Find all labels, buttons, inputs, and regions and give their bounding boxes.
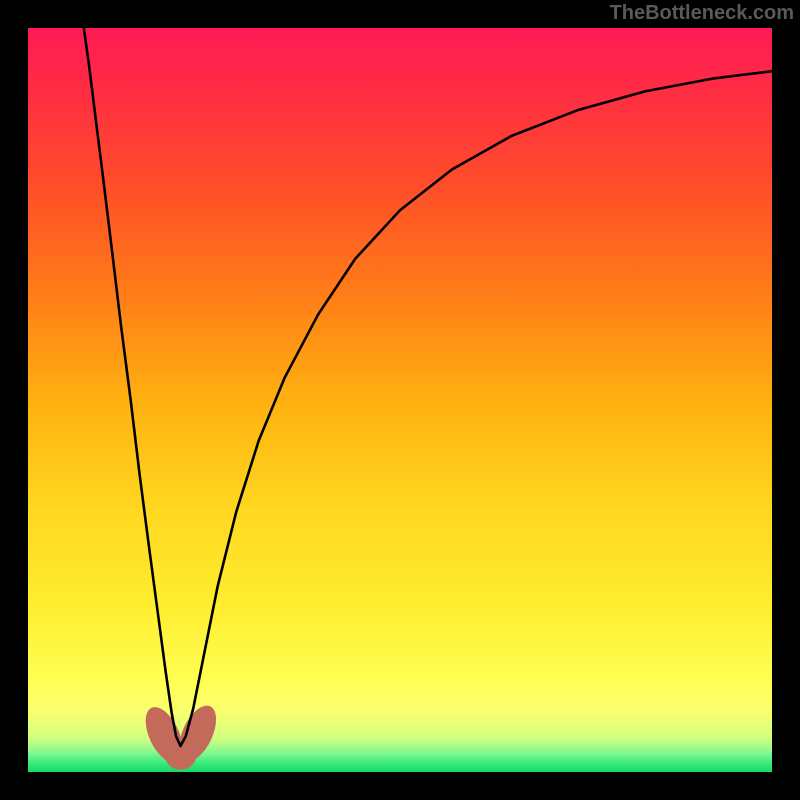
valley-blob	[164, 737, 197, 770]
watermark-text: TheBottleneck.com	[610, 2, 794, 25]
bottleneck-curve-layer	[28, 28, 772, 772]
plot-area	[28, 28, 772, 772]
bottleneck-curve	[84, 28, 772, 746]
figure-frame: TheBottleneck.com	[0, 0, 800, 800]
valley-blob-markers	[138, 700, 224, 770]
